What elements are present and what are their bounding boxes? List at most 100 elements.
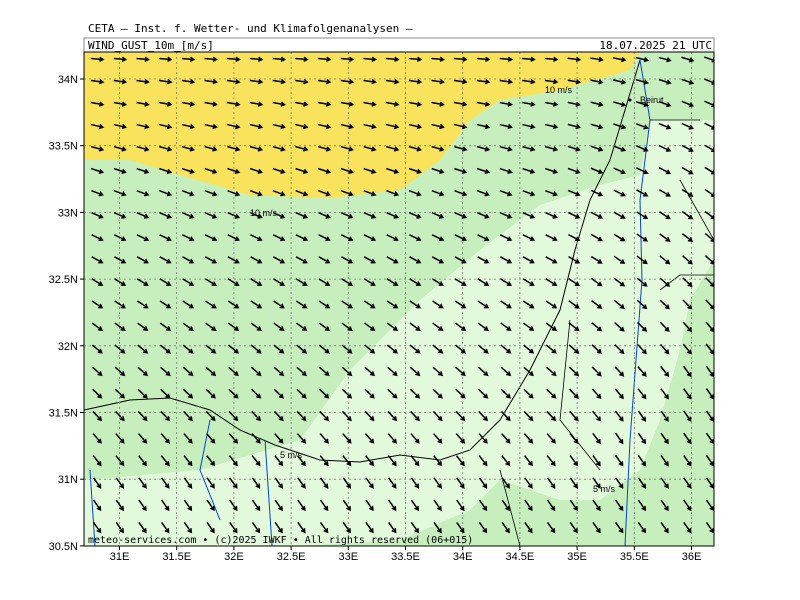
wind-arrow: [660, 477, 669, 489]
wind-arrow: [683, 477, 692, 489]
wind-arrow: [342, 521, 351, 534]
wind-arrow: [319, 521, 329, 534]
wind-arrow: [705, 388, 714, 400]
wind-arrow: [546, 499, 556, 512]
wind-arrow: [500, 300, 512, 309]
wind-arrows: [90, 56, 714, 534]
wind-arrow: [273, 278, 285, 286]
wind-arrow: [181, 101, 196, 107]
wind-arrow: [660, 366, 670, 378]
wind-arrow: [273, 388, 284, 399]
wind-arrow: [500, 388, 511, 399]
wind-arrow: [615, 455, 624, 467]
wind-arrow: [160, 410, 171, 422]
wind-arrow: [229, 499, 238, 512]
wind-arrow: [410, 477, 420, 489]
wind-arrow: [545, 322, 558, 332]
wind-arrow: [477, 300, 490, 309]
wind-arrow: [364, 366, 375, 377]
wind-arrow: [136, 278, 149, 286]
wind-arrow: [272, 234, 286, 242]
wind-arrow: [92, 433, 102, 444]
wind-arrow: [136, 123, 150, 130]
wind-arrow: [159, 344, 171, 354]
wind-arrow: [544, 56, 559, 62]
wind-arrow: [341, 366, 353, 377]
wind-arrow: [159, 278, 172, 286]
wind-arrow: [545, 145, 559, 152]
wind-arrow: [227, 79, 241, 85]
wind-arrow: [635, 78, 649, 85]
wind-arrow: [681, 122, 694, 130]
wind-arrow: [386, 278, 399, 286]
wind-arrow: [92, 455, 102, 467]
lon-label: 35.5E: [620, 551, 649, 563]
wind-arrow: [251, 521, 261, 534]
wind-arrow: [363, 234, 377, 242]
contour-label: 10 m/s: [545, 85, 573, 95]
wind-arrow: [613, 277, 626, 287]
wind-arrow: [114, 344, 126, 354]
wind-arrow: [546, 477, 556, 489]
wind-arrow: [183, 410, 193, 422]
wind-arrow: [544, 101, 559, 107]
wind-arrow: [227, 212, 241, 219]
wind-arrow: [160, 366, 171, 377]
wind-arrow: [478, 521, 488, 534]
wind-arrow: [363, 278, 376, 286]
wind-arrow: [522, 167, 536, 174]
wind-arrow: [319, 366, 330, 377]
wind-arrow: [319, 477, 329, 489]
wind-arrow: [205, 366, 217, 377]
wind-arrow: [636, 167, 649, 175]
wind-arrow: [227, 278, 240, 286]
wind-arrow: [590, 145, 604, 152]
place-label: Beirut: [640, 95, 664, 105]
wind-arrow: [683, 432, 692, 445]
lon-label: 33E: [339, 551, 359, 563]
wind-arrow: [545, 256, 558, 264]
wind-arrow: [160, 477, 170, 489]
wind-arrow: [227, 234, 240, 242]
wind-arrow: [499, 167, 513, 174]
wind-arrow: [297, 455, 306, 467]
wind-arrow: [476, 79, 491, 85]
city-dot: [628, 98, 632, 102]
wind-arrow: [636, 189, 649, 197]
wind-arrow: [340, 189, 354, 197]
wind-arrow: [91, 256, 104, 264]
wind-arrow: [363, 212, 377, 219]
wind-arrow: [658, 144, 672, 152]
wind-arrow: [296, 366, 307, 377]
wind-arrow: [410, 455, 420, 467]
wind-arrow: [206, 455, 216, 467]
wind-arrow: [522, 189, 536, 197]
wind-arrow: [659, 233, 671, 242]
wind-arrow: [478, 388, 489, 399]
wind-arrow: [408, 123, 423, 130]
wind-arrow: [182, 388, 194, 399]
wind-arrow: [363, 145, 377, 152]
wind-arrow: [591, 388, 602, 400]
wind-arrow: [658, 189, 671, 197]
wind-arrow: [637, 521, 647, 534]
wind-arrow: [477, 189, 490, 197]
wind-arrow: [363, 56, 377, 62]
wind-arrow: [136, 101, 150, 107]
wind-arrow: [682, 343, 692, 355]
wind-arrow: [681, 188, 694, 197]
wind-arrow: [181, 123, 196, 130]
wind-arrow: [295, 56, 309, 62]
wind-arrow: [454, 234, 467, 242]
wind-arrow: [409, 366, 421, 377]
wind-arrow: [523, 433, 534, 444]
wind-arrow: [681, 211, 694, 220]
wind-arrow: [636, 211, 649, 219]
wind-arrow: [318, 256, 331, 264]
wind-arrow: [249, 56, 264, 62]
wind-arrow: [204, 234, 218, 242]
wind-arrow: [431, 101, 445, 107]
wind-arrow: [317, 123, 332, 130]
wind-arrow: [159, 234, 172, 242]
wind-arrow: [433, 521, 442, 534]
